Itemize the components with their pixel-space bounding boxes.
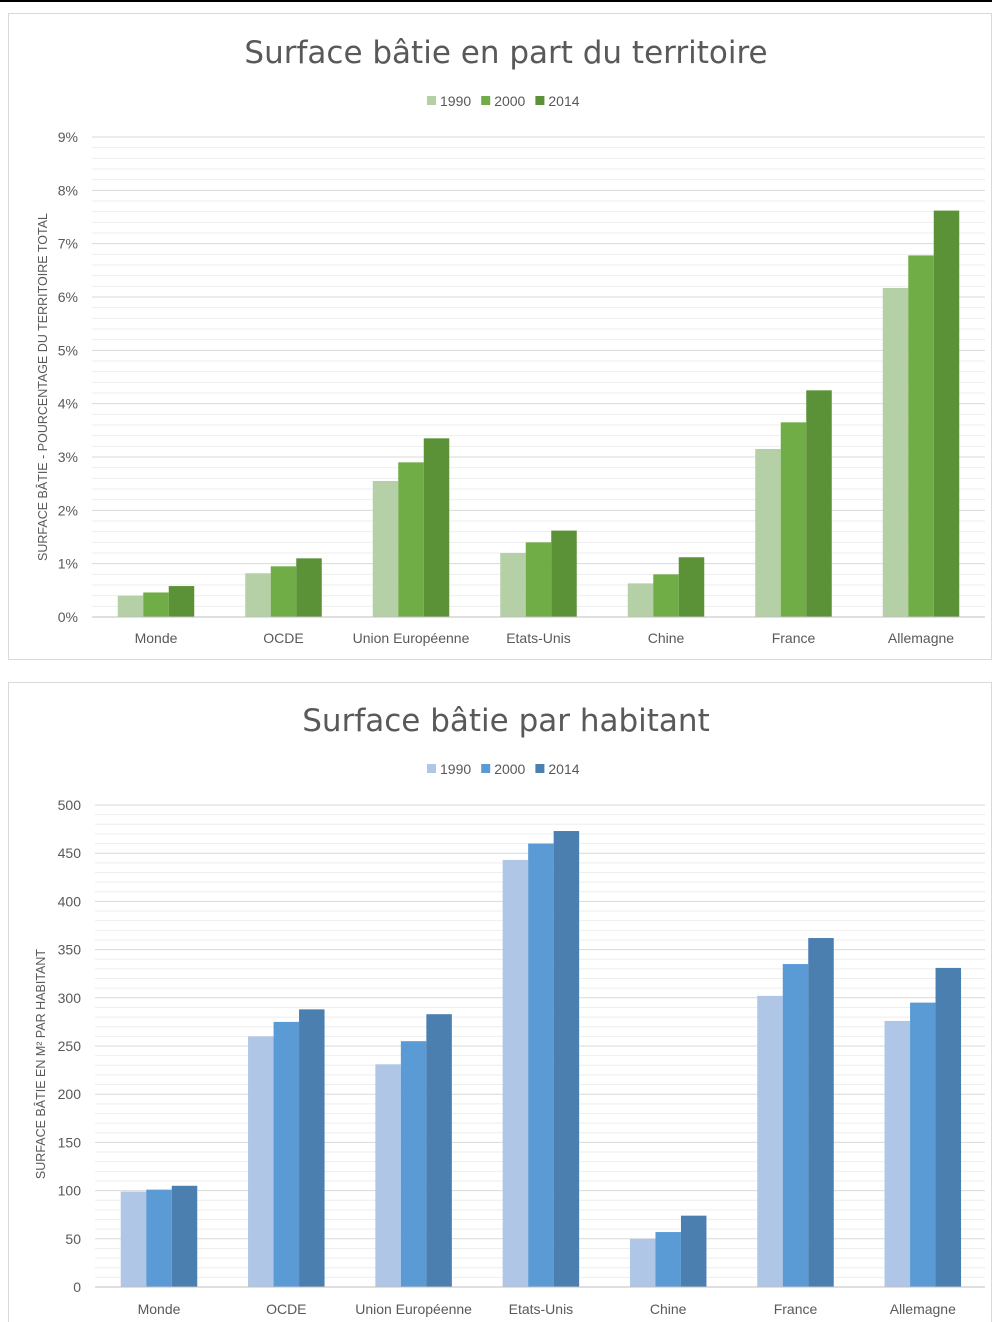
- c2-bar-2014-0: [171, 1185, 198, 1287]
- c1-bar-2000-6: [908, 255, 934, 617]
- c1-legend-label-2014: 2014: [548, 93, 579, 109]
- c1-bar-2014-1: [296, 558, 322, 617]
- c2-legend-label-1990: 1990: [440, 761, 471, 777]
- c2-ytick-label: 0: [73, 1279, 81, 1295]
- c1-category-label: France: [772, 630, 816, 646]
- c1-ytick-label: 6%: [58, 289, 78, 305]
- c1-category-label: Monde: [135, 630, 178, 646]
- c1-bar-1990-3: [500, 553, 526, 617]
- c1-bar-1990-5: [755, 449, 781, 617]
- c2-bar-2014-3: [553, 831, 580, 1287]
- c1-ytick-label: 8%: [58, 182, 78, 198]
- c1-bar-2000-2: [398, 462, 424, 617]
- c2-ytick-label: 200: [58, 1086, 82, 1102]
- c2-ytick-label: 250: [58, 1038, 82, 1054]
- c2-ytick-label: 50: [65, 1231, 81, 1247]
- c2-bar-1990-2: [375, 1064, 401, 1287]
- top-rule: [0, 0, 992, 2]
- c2-category-label: France: [774, 1301, 818, 1317]
- c2-category-label: Union Européenne: [355, 1301, 472, 1317]
- c1-bar-1990-1: [245, 573, 271, 617]
- c2-legend-label-2014: 2014: [548, 761, 579, 777]
- c1-category-label: Etats-Unis: [506, 630, 571, 646]
- c1-ytick-label: 3%: [58, 449, 78, 465]
- c1-bar-1990-6: [882, 287, 909, 617]
- c2-bar-1990-3: [502, 859, 529, 1287]
- c2-bar-2000-4: [655, 1232, 681, 1287]
- c2-bar-2014-1: [299, 1009, 325, 1287]
- c1-bar-2014-2: [423, 438, 450, 617]
- c1-ytick-label: 4%: [58, 396, 78, 412]
- c1-bar-2000-4: [653, 574, 679, 617]
- c2-category-label: OCDE: [266, 1301, 306, 1317]
- c2-y-axis-title: SURFACE BÂTIE EN M² PAR HABITANT: [33, 949, 48, 1179]
- c1-legend-label-2000: 2000: [494, 93, 525, 109]
- c2-legend-swatch-2000: [481, 764, 491, 773]
- c1-bar-1990-0: [117, 595, 144, 617]
- c1-bar-2014-4: [678, 557, 705, 617]
- c2-bar-1990-5: [757, 995, 783, 1287]
- c1-category-label: Allemagne: [888, 630, 954, 646]
- c1-category-label: Chine: [648, 630, 685, 646]
- c2-legend-swatch-1990: [427, 764, 436, 773]
- c2-ytick-label: 450: [58, 845, 82, 861]
- c2-category-label: Monde: [138, 1301, 181, 1317]
- c2-bar-1990-6: [884, 1020, 911, 1287]
- c2-bar-2014-2: [426, 1014, 452, 1287]
- c1-bar-2000-5: [780, 422, 807, 617]
- c1-category-label: Union Européenne: [353, 630, 470, 646]
- c2-bar-2014-6: [935, 967, 962, 1287]
- c2-category-label: Allemagne: [890, 1301, 956, 1317]
- c1-legend-swatch-2014: [535, 96, 545, 105]
- c2-bar-1990-4: [629, 1238, 656, 1287]
- c2-bar-2000-0: [146, 1189, 172, 1287]
- c2-ytick-label: 300: [58, 990, 82, 1006]
- c2-bar-2000-6: [910, 1002, 936, 1287]
- c1-bar-2000-1: [270, 566, 297, 617]
- c2-bar-2000-2: [400, 1041, 427, 1287]
- c1-ytick-label: 0%: [58, 609, 78, 625]
- c1-y-axis-title: SURFACE BÂTIE - POURCENTAGE DU TERRITOIR…: [35, 213, 50, 561]
- c1-ytick-label: 9%: [58, 129, 78, 145]
- c1-legend-swatch-1990: [427, 96, 436, 105]
- c2-bar-2000-1: [273, 1021, 300, 1287]
- c2-ytick-label: 350: [58, 942, 82, 958]
- c2-bar-2014-5: [808, 938, 834, 1287]
- c2-legend-label-2000: 2000: [494, 761, 525, 777]
- c1-ytick-label: 2%: [58, 502, 78, 518]
- c2-bar-2000-3: [528, 843, 554, 1287]
- c1-title: Surface bâtie en part du territoire: [244, 35, 767, 71]
- c2-bar-1990-0: [120, 1191, 147, 1287]
- c2-ytick-label: 100: [58, 1183, 82, 1199]
- c1-bar-2000-3: [525, 542, 552, 617]
- c1-bar-2014-3: [551, 530, 577, 617]
- c2-ytick-label: 500: [58, 797, 82, 813]
- c2-bar-1990-1: [248, 1036, 274, 1287]
- c1-bar-2014-6: [933, 210, 960, 617]
- c1-ytick-label: 1%: [58, 556, 78, 572]
- c2-bar-2000-5: [782, 964, 809, 1287]
- c1-ytick-label: 7%: [58, 236, 78, 252]
- c1-ytick-label: 5%: [58, 342, 78, 358]
- c1-bar-2014-5: [806, 390, 832, 617]
- c1-legend-swatch-2000: [481, 96, 491, 105]
- c2-legend-swatch-2014: [535, 764, 545, 773]
- c2-category-label: Etats-Unis: [509, 1301, 574, 1317]
- c2-ytick-label: 150: [58, 1134, 82, 1150]
- c2-bar-2014-4: [680, 1215, 707, 1287]
- c1-legend-label-1990: 1990: [440, 93, 471, 109]
- c2-category-label: Chine: [650, 1301, 687, 1317]
- c1-bar-1990-2: [372, 481, 399, 617]
- c2-ytick-label: 400: [58, 893, 82, 909]
- c1-bar-2000-0: [143, 592, 169, 617]
- c1-category-label: OCDE: [263, 630, 303, 646]
- c1-bar-2014-0: [168, 586, 195, 617]
- c1-bar-1990-4: [627, 583, 654, 617]
- c2-title: Surface bâtie par habitant: [302, 703, 709, 739]
